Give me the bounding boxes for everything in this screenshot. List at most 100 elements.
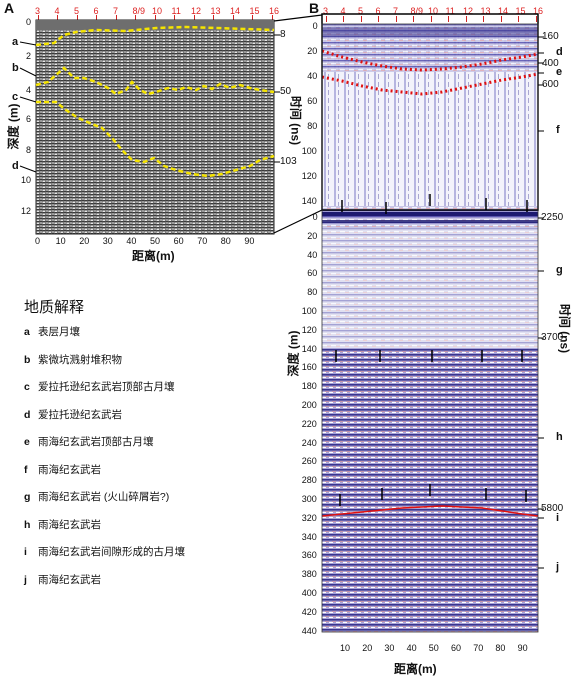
b-ytick-main-15: 300 bbox=[301, 494, 317, 504]
b-ytick-top-3: 60 bbox=[307, 96, 318, 106]
a-site-tick bbox=[232, 15, 234, 21]
b-ytick-main-17: 340 bbox=[301, 531, 317, 542]
b-ytick-main-21: 420 bbox=[301, 606, 317, 617]
a-letter-b: b bbox=[12, 62, 19, 74]
a-site-tick bbox=[154, 15, 156, 21]
a-xtick-9: 90 bbox=[244, 236, 255, 246]
a-horizon-value-8: 8 bbox=[280, 29, 286, 40]
legend-text: 雨海纪玄武岩顶部古月壤 bbox=[38, 436, 154, 448]
b-value-600: 600 bbox=[542, 79, 559, 90]
b-letter-f: f bbox=[556, 124, 560, 136]
legend-key: h bbox=[24, 518, 31, 531]
b-xtick-0: 10 bbox=[340, 643, 351, 653]
legend-item-d: d 爱拉托逊纪玄武岩 bbox=[24, 407, 122, 422]
b-ytick-top-6: 120 bbox=[301, 171, 317, 181]
panel-b-ylabel: 深度 (m) bbox=[286, 330, 301, 377]
b-ytick-main-2: 40 bbox=[307, 249, 318, 260]
a-site-1: 4 bbox=[54, 6, 60, 16]
b-ytick-main-19: 380 bbox=[301, 569, 317, 580]
legend-text: 紫微坑溅射堆积物 bbox=[38, 353, 122, 366]
legend-text: 表层月壤 bbox=[38, 326, 80, 338]
b-letter-e: e bbox=[556, 66, 563, 78]
legend-key: f bbox=[24, 463, 28, 476]
panel-a-radargram bbox=[35, 19, 275, 235]
b-ytick-top-4: 80 bbox=[307, 121, 318, 131]
a-site-tick bbox=[135, 15, 136, 21]
a-right-leaders bbox=[274, 34, 280, 163]
b-xtick-2: 30 bbox=[384, 643, 395, 653]
a-horizon-value-50: 50 bbox=[280, 86, 292, 97]
b-ytick-main-5: 100 bbox=[301, 306, 317, 316]
b-site-12: 16 bbox=[533, 6, 544, 16]
legend-item-c: c 爱拉托逊纪玄武岩顶部古月壤 bbox=[24, 379, 175, 394]
b-ytick-main-7: 140 bbox=[301, 343, 317, 354]
b-xtick-3: 40 bbox=[406, 643, 417, 653]
b-site-tick bbox=[483, 16, 484, 22]
b-ytick-main-12: 240 bbox=[301, 437, 317, 448]
legend-key: g bbox=[24, 491, 31, 503]
b-xtick-6: 70 bbox=[473, 643, 484, 653]
b-site-tick bbox=[378, 16, 379, 22]
b-ytick-main-13: 260 bbox=[301, 456, 317, 467]
a-site-tick bbox=[174, 15, 175, 21]
a-letter-d: d bbox=[12, 160, 19, 172]
a-site-tick bbox=[57, 15, 58, 21]
legend-item-a: a 表层月壤 bbox=[24, 324, 80, 339]
b-site-tick bbox=[413, 16, 414, 22]
a-xtick-4: 40 bbox=[126, 236, 137, 246]
a-xtick-3: 30 bbox=[102, 236, 113, 246]
a-site-tick bbox=[252, 15, 253, 21]
legend-item-i: i 雨海纪玄武岩间隙形成的古月壤 bbox=[24, 544, 185, 559]
b-xtick-1: 20 bbox=[362, 643, 373, 653]
a-site-tick bbox=[96, 15, 97, 21]
b-site-2: 5 bbox=[358, 6, 364, 16]
b-ytick-main-18: 360 bbox=[301, 550, 317, 561]
b-site-tick bbox=[448, 16, 449, 22]
panel-b-letter: B bbox=[309, 0, 320, 16]
b-ytick-top-7: 140 bbox=[301, 196, 317, 206]
horizon-red-lower bbox=[321, 72, 539, 96]
b-site-tick bbox=[500, 16, 502, 22]
a-ytick-4: 8 bbox=[26, 145, 32, 155]
horizon-b bbox=[35, 66, 275, 96]
legend-item-f: f 雨海纪玄武岩 bbox=[24, 462, 101, 477]
b-right-leaders bbox=[538, 36, 544, 569]
a-site-4: 7 bbox=[113, 6, 119, 16]
b-value-160: 160 bbox=[542, 31, 559, 42]
a-site-tick bbox=[193, 15, 195, 21]
b-site-1: 4 bbox=[340, 6, 346, 16]
a-xtick-7: 70 bbox=[197, 236, 208, 246]
legend-item-j: j 雨海纪玄武岩 bbox=[24, 572, 101, 587]
panel-b-right-label: 时间 (ns) bbox=[557, 303, 572, 354]
b-ytick-top-2: 40 bbox=[307, 71, 318, 81]
a-site-7: 11 bbox=[171, 6, 181, 16]
b-site-5: 8/9 bbox=[410, 6, 424, 16]
a-site-tick bbox=[213, 15, 214, 21]
b-site-tick bbox=[430, 16, 432, 22]
b-ytick-top-5: 100 bbox=[301, 146, 317, 156]
legend-item-g: g 雨海纪玄武岩 (火山碎屑岩?) bbox=[24, 489, 169, 504]
a-letter-leaders bbox=[19, 41, 37, 173]
legend-text: 雨海纪玄武岩间隙形成的古月壤 bbox=[38, 546, 185, 558]
a-site-8: 12 bbox=[191, 6, 202, 16]
a-site-tick bbox=[37, 15, 39, 21]
a-ytick-2: 4 bbox=[26, 85, 32, 95]
b-xtick-5: 60 bbox=[451, 643, 462, 653]
b-ytick-main-6: 120 bbox=[301, 324, 317, 335]
horizon-a bbox=[35, 25, 275, 47]
a-xtick-0: 0 bbox=[35, 236, 41, 246]
a-ytick-0: 0 bbox=[26, 17, 32, 27]
b-ytick-main-0: 0 bbox=[312, 212, 318, 222]
legend-item-h: h 雨海纪玄武岩 bbox=[24, 517, 101, 532]
b-site-7: 11 bbox=[445, 6, 455, 16]
panel-a-letter: A bbox=[4, 0, 15, 16]
panel-b-xlabel: 距离(m) bbox=[394, 662, 437, 676]
b-site-tick bbox=[395, 16, 397, 22]
a-ytick-5: 10 bbox=[21, 175, 32, 185]
b-site-9: 13 bbox=[480, 6, 491, 16]
legend-text: 雨海纪玄武岩 bbox=[38, 573, 101, 586]
legend-text: 爱拉托逊纪玄武岩 bbox=[38, 408, 122, 421]
b-ytick-main-3: 60 bbox=[307, 268, 318, 279]
b-ytick-main-22: 440 bbox=[301, 625, 317, 636]
